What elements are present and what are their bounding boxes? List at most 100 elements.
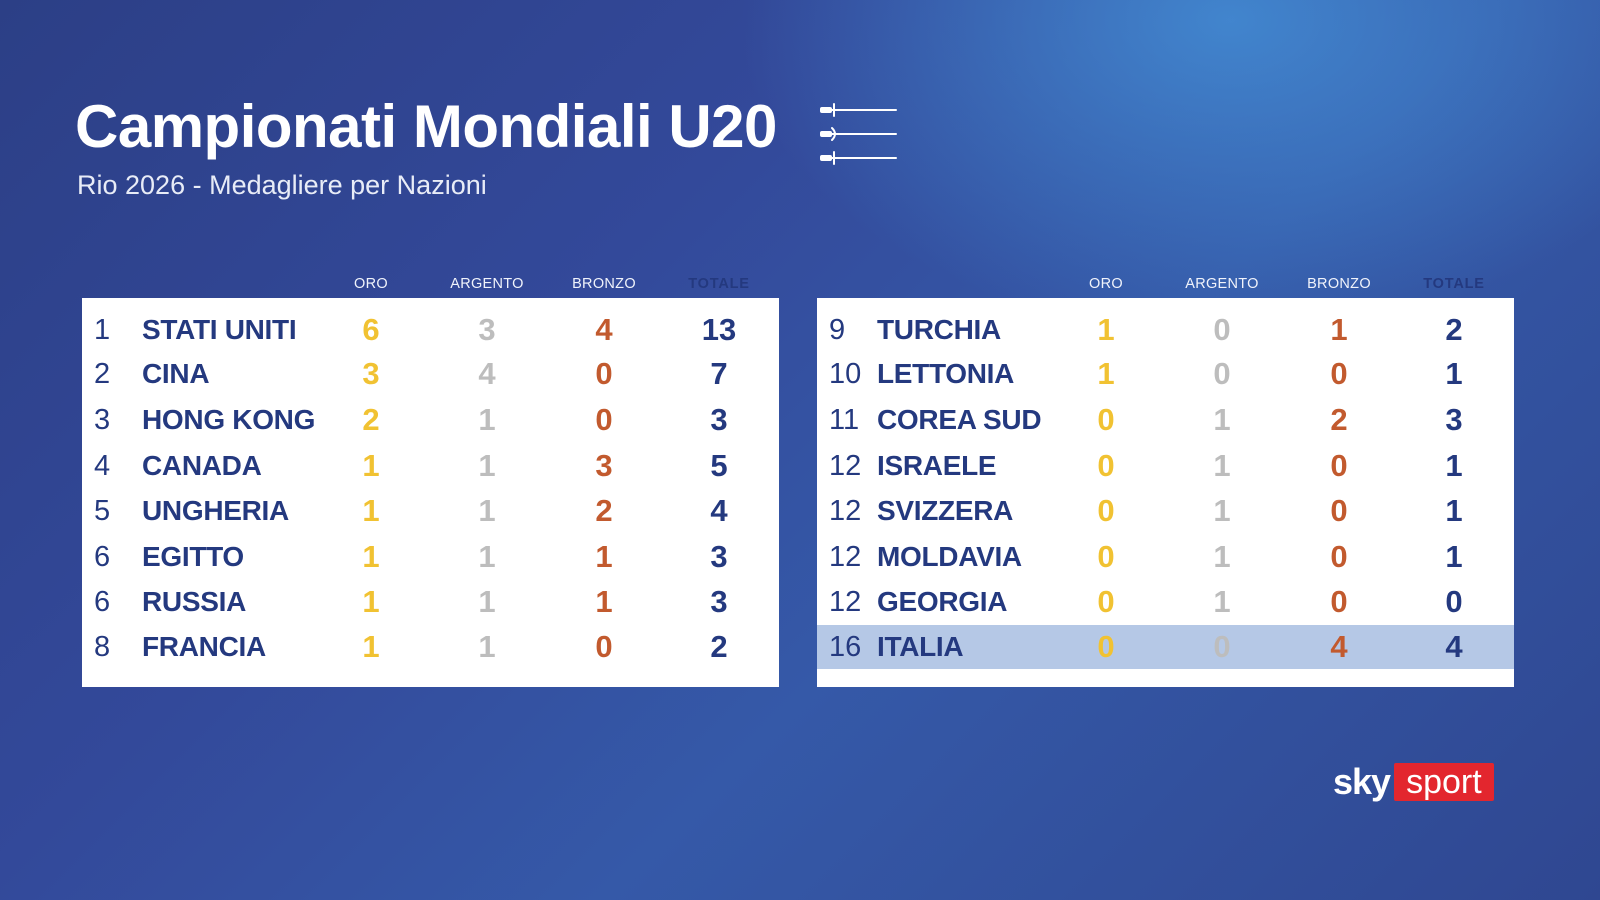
country-name: HONG KONG [142, 404, 316, 435]
total-count: 1 [1445, 448, 1463, 483]
gold-count: 1 [362, 493, 380, 528]
logo-sky-text: sky [1333, 761, 1391, 802]
rank-cell: 5 [94, 495, 111, 527]
bronze-count: 0 [1330, 356, 1348, 391]
rank-cell: 12 [829, 586, 862, 618]
total-count: 0 [1445, 584, 1463, 619]
table-body: 1 STATI UNITI 6 3 4 13 2 CINA 3 4 0 7 3 HONG KONG 2 1 0 3… [82, 298, 779, 687]
table-row: 3 HONG KONG 2 1 0 3 [82, 398, 779, 442]
bronze-count: 0 [595, 402, 613, 437]
table-row: 6 EGITTO 1 1 1 3 [82, 535, 779, 579]
country-name: MOLDAVIA [877, 541, 1022, 572]
bronze-count: 1 [595, 539, 613, 574]
bronze-count: 0 [595, 356, 613, 391]
table-row: 4 CANADA 1 1 3 5 [82, 444, 779, 488]
rank-cell: 12 [829, 541, 862, 573]
total-count: 4 [710, 493, 728, 528]
bronze-count: 0 [1330, 584, 1348, 619]
table-row: 6 RUSSIA 1 1 1 3 [82, 580, 779, 624]
silver-count: 1 [478, 584, 496, 619]
bronze-count: 0 [1330, 448, 1348, 483]
silver-count: 4 [478, 356, 496, 391]
gold-count: 1 [1097, 312, 1115, 347]
gold-count: 1 [362, 448, 380, 483]
rank-cell: 4 [94, 450, 111, 482]
table-row: 11 COREA SUD 0 1 2 3 [817, 398, 1514, 442]
country-name: RUSSIA [142, 586, 246, 617]
gold-count: 6 [362, 312, 380, 347]
rank-cell: 1 [94, 314, 111, 346]
logo-sport-text: sport [1394, 763, 1494, 801]
silver-count: 1 [1213, 448, 1231, 483]
page-title: Campionati Mondiali U20 [75, 93, 777, 160]
country-name: SVIZZERA [877, 495, 1014, 526]
col-header-gold: ORO [354, 276, 388, 292]
rank-cell: 10 [829, 358, 862, 390]
country-name: STATI UNITI [142, 314, 297, 345]
country-name: ISRAELE [877, 450, 997, 481]
table-row: 2 CINA 3 4 0 7 [82, 352, 779, 396]
total-count: 2 [710, 629, 728, 664]
gold-count: 1 [362, 539, 380, 574]
silver-count: 0 [1213, 629, 1231, 664]
silver-count: 1 [1213, 402, 1231, 437]
country-name: CANADA [142, 450, 262, 481]
gold-count: 0 [1097, 629, 1115, 664]
total-count: 3 [710, 402, 728, 437]
silver-count: 1 [478, 448, 496, 483]
gold-count: 1 [362, 629, 380, 664]
rank-cell: 9 [829, 314, 846, 346]
gold-count: 0 [1097, 493, 1115, 528]
rank-cell: 6 [94, 541, 111, 573]
fencing-swords-icon [820, 103, 897, 165]
country-name: LETTONIA [877, 358, 1015, 389]
total-count: 1 [1445, 356, 1463, 391]
silver-count: 0 [1213, 312, 1231, 347]
col-header-bronze: BRONZO [572, 276, 636, 292]
silver-count: 1 [1213, 493, 1231, 528]
table-row: 9 TURCHIA 1 0 1 2 [817, 308, 1514, 352]
total-count: 13 [701, 312, 737, 347]
gold-count: 0 [1097, 539, 1115, 574]
total-count: 2 [1445, 312, 1463, 347]
country-name: EGITTO [142, 541, 244, 572]
gold-count: 0 [1097, 402, 1115, 437]
table-row: 12 ISRAELE 0 1 0 1 [817, 444, 1514, 488]
total-count: 1 [1445, 493, 1463, 528]
bronze-count: 0 [1330, 493, 1348, 528]
silver-count: 1 [478, 629, 496, 664]
silver-count: 3 [478, 312, 496, 347]
rank-cell: 3 [94, 404, 111, 436]
col-header-silver: ARGENTO [1185, 276, 1259, 292]
rank-cell: 6 [94, 586, 111, 618]
table-row: 5 UNGHERIA 1 1 2 4 [82, 489, 779, 533]
gold-count: 2 [362, 402, 380, 437]
table-row: 1 STATI UNITI 6 3 4 13 [82, 308, 779, 352]
bronze-count: 2 [1330, 402, 1348, 437]
bronze-count: 4 [1330, 629, 1348, 664]
country-name: FRANCIA [142, 631, 266, 662]
total-count: 4 [1445, 629, 1463, 664]
sky-sport-logo: sky sport [1333, 762, 1494, 802]
silver-count: 1 [1213, 584, 1231, 619]
table-row: 8 FRANCIA 1 1 0 2 [82, 625, 779, 669]
total-count: 3 [710, 584, 728, 619]
rank-cell: 16 [829, 631, 862, 663]
col-header-total: TOTALE [688, 276, 750, 292]
silver-count: 1 [1213, 539, 1231, 574]
country-name: GEORGIA [877, 586, 1008, 617]
bronze-count: 4 [595, 312, 613, 347]
rank-cell: 11 [829, 404, 860, 436]
silver-count: 1 [478, 539, 496, 574]
col-header-total: TOTALE [1423, 276, 1485, 292]
total-count: 3 [710, 539, 728, 574]
gold-count: 1 [1097, 356, 1115, 391]
country-name: UNGHERIA [142, 495, 289, 526]
table-row: 12 SVIZZERA 0 1 0 1 [817, 489, 1514, 533]
total-count: 7 [710, 356, 728, 391]
silver-count: 1 [478, 402, 496, 437]
silver-count: 1 [478, 493, 496, 528]
gold-count: 1 [362, 584, 380, 619]
table-row-highlighted: 16 ITALIA 0 0 4 4 [817, 625, 1514, 669]
bronze-count: 0 [1330, 539, 1348, 574]
